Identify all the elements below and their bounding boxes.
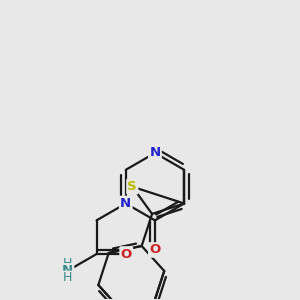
Text: O: O <box>121 248 132 260</box>
Text: H: H <box>63 257 72 270</box>
Text: H: H <box>63 271 72 284</box>
Text: O: O <box>149 244 161 256</box>
Text: S: S <box>128 180 137 193</box>
Text: N: N <box>149 146 161 160</box>
Text: N: N <box>62 264 73 278</box>
Text: N: N <box>120 197 131 210</box>
